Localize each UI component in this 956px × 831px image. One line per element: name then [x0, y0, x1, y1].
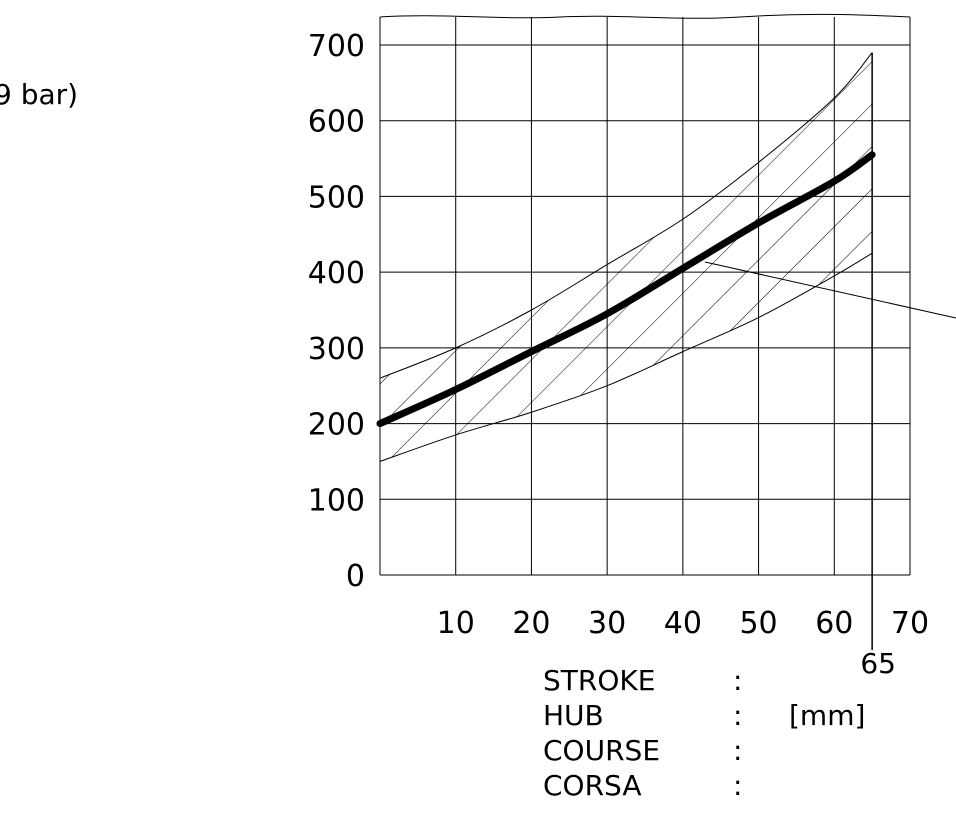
caption-course: COURSE [543, 734, 660, 767]
x-tick-label: 40 [664, 606, 702, 641]
upper-bound-line [379, 52, 873, 379]
y-tick-label: 700 [308, 29, 365, 64]
y-tick-label: 0 [346, 559, 365, 594]
caption-corsa-sep: : [733, 769, 742, 802]
y-tick-label: 500 [308, 180, 365, 215]
y-tick-labels: 0 100 200 300 400 500 600 700 [308, 29, 365, 594]
caption-corsa: CORSA [543, 769, 642, 802]
caption-unit: [mm] [789, 699, 865, 732]
partial-legend-label: 9 bar) [0, 78, 78, 111]
nominal-force-line [376, 151, 876, 428]
x-tick-label: 60 [815, 606, 853, 641]
axis-caption: STROKE : HUB : [mm] COURSE : CORSA : [543, 664, 865, 802]
x-tick-label: 30 [588, 606, 626, 641]
x-tick-label: 10 [437, 606, 475, 641]
x-tick-labels: 10 20 30 40 50 60 70 [437, 606, 929, 641]
x-tick-label: 70 [891, 606, 929, 641]
caption-hub: HUB [543, 699, 604, 732]
x-tick-label: 20 [512, 606, 550, 641]
caption-stroke: STROKE [543, 664, 655, 697]
y-tick-label: 300 [308, 332, 365, 367]
y-tick-label: 200 [308, 408, 365, 443]
y-tick-label: 100 [308, 483, 365, 518]
caption-stroke-sep: : [733, 664, 742, 697]
tolerance-band [380, 52, 873, 462]
caption-course-sep: : [733, 734, 742, 767]
x-tick-label: 50 [739, 606, 777, 641]
y-tick-label: 400 [308, 256, 365, 291]
caption-hub-sep: : [733, 699, 742, 732]
marker-label: 65 [860, 647, 896, 680]
leader-line [704, 261, 956, 319]
lower-bound-line [379, 252, 873, 462]
y-tick-label: 600 [308, 105, 365, 140]
break-line-top [379, 13, 911, 19]
